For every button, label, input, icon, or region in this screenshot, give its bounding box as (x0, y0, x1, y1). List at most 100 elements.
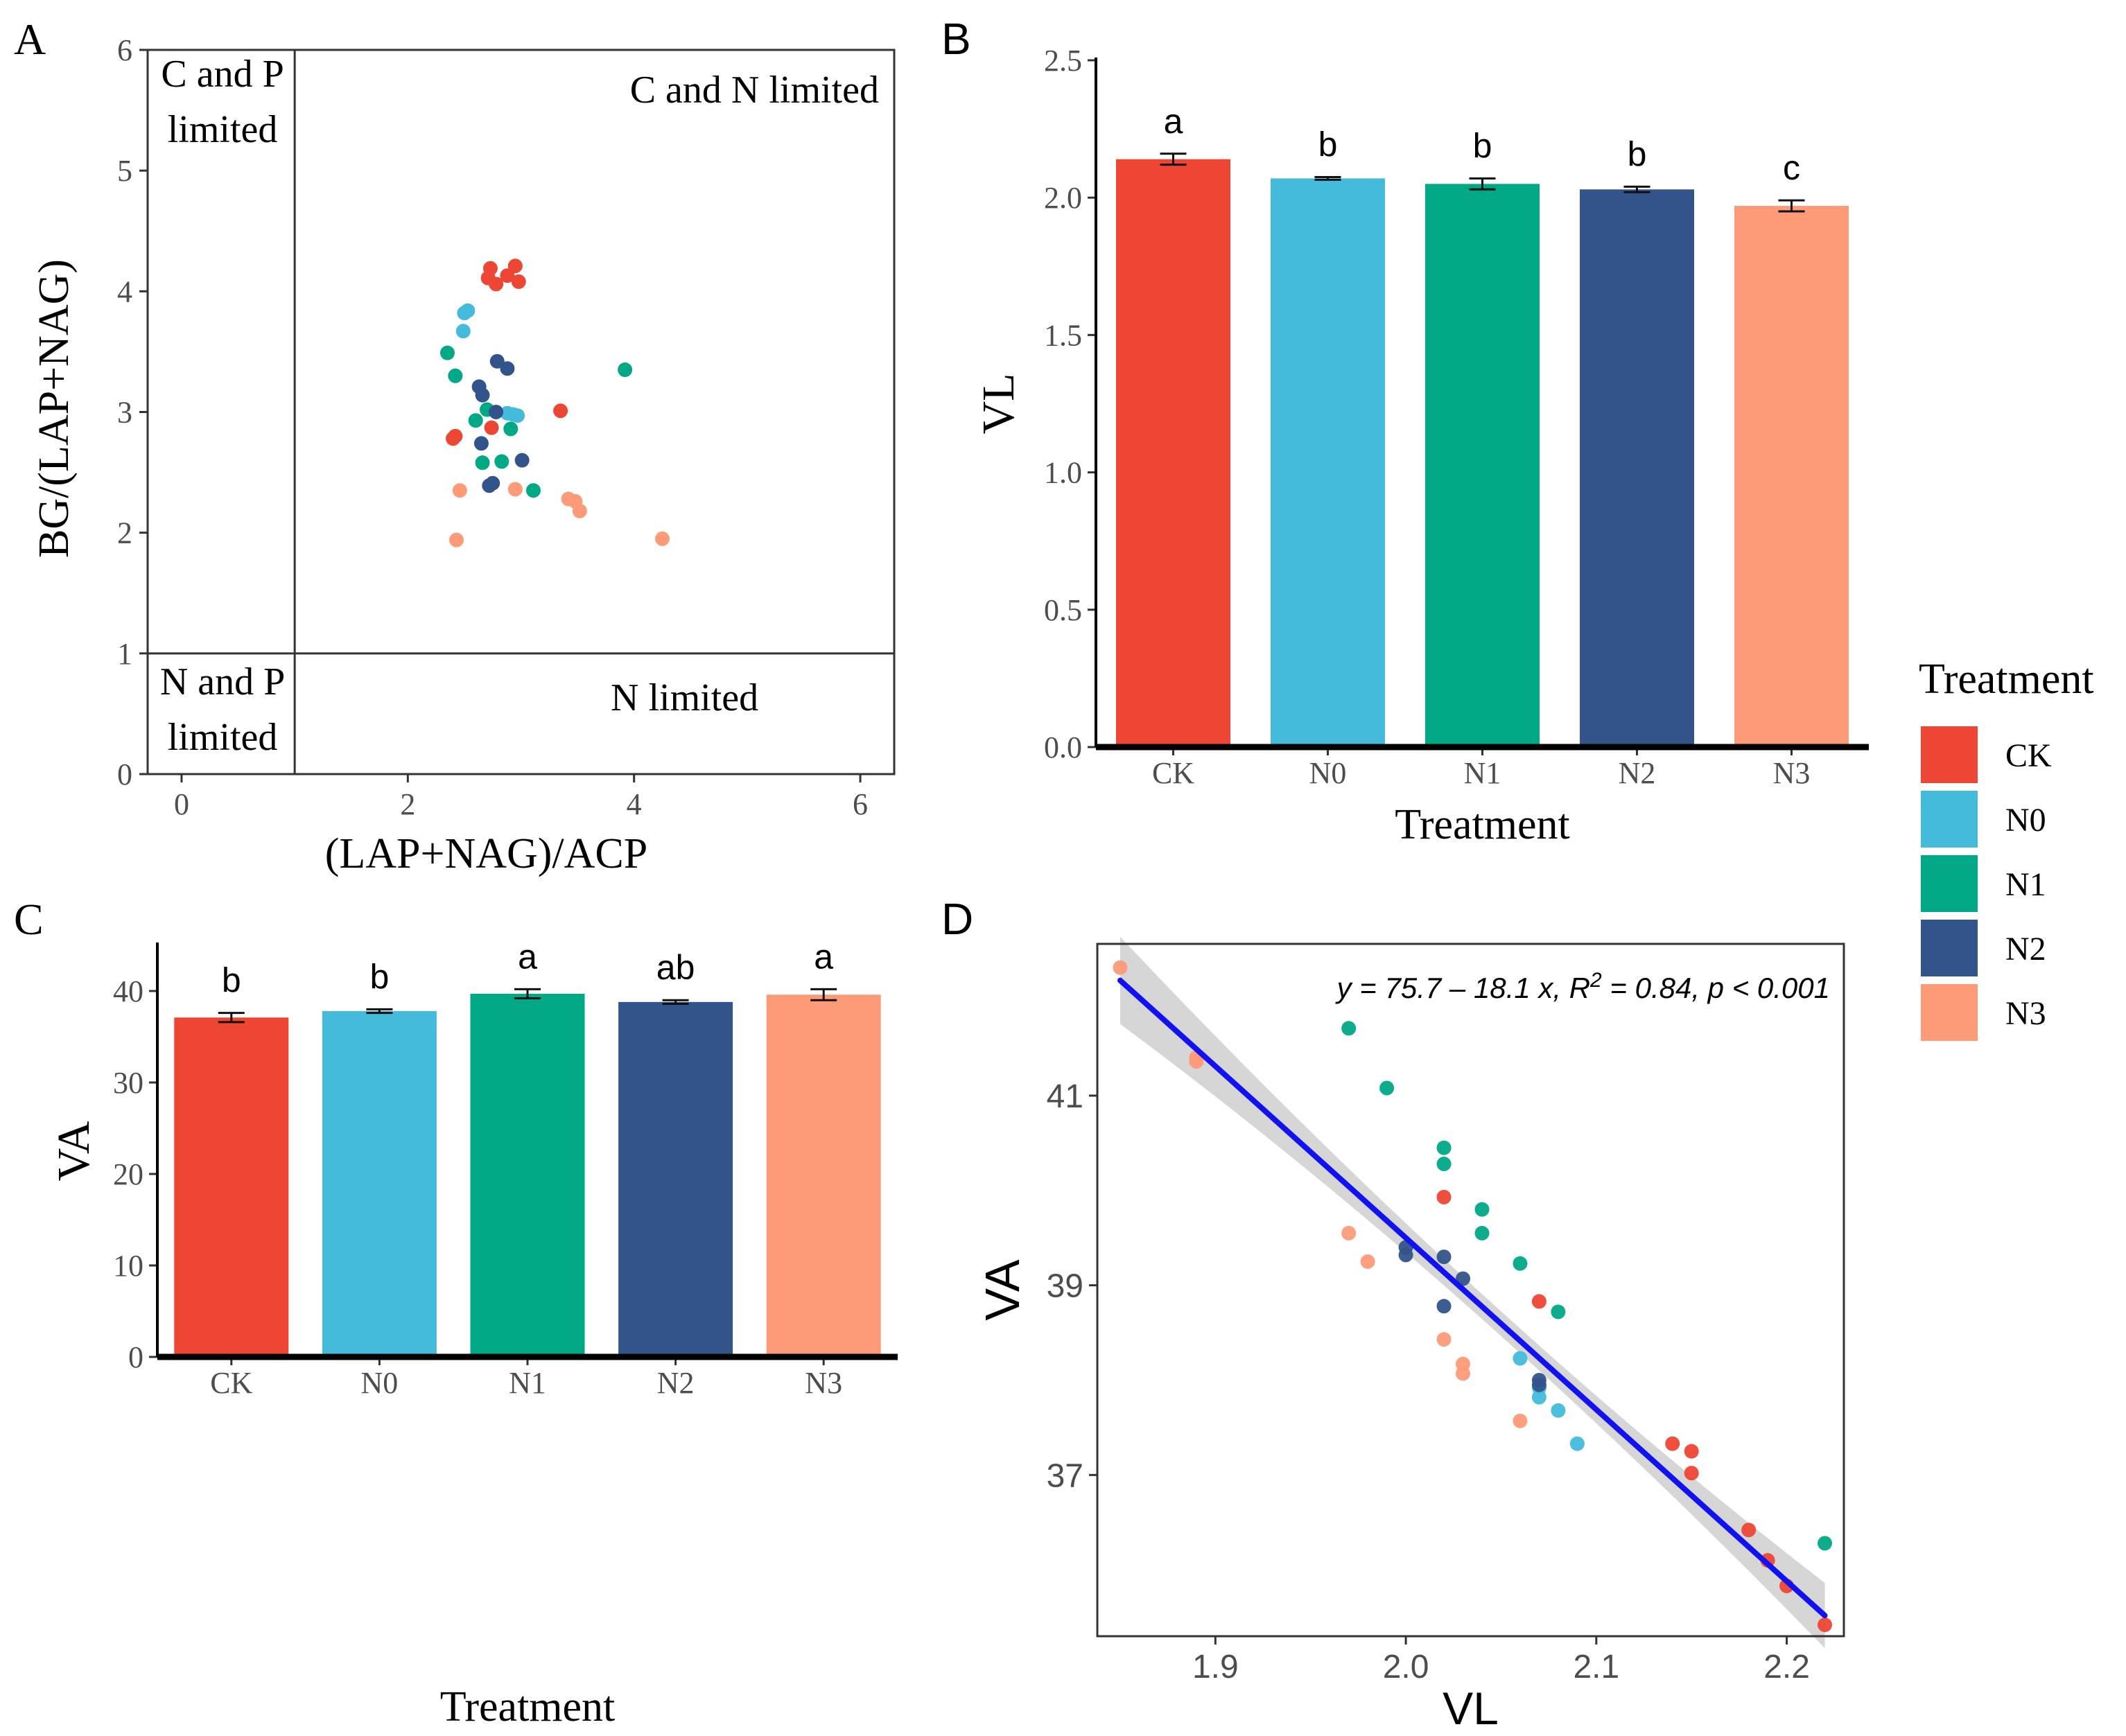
ytick-label: 2.5 (1044, 44, 1082, 78)
panel-a-point-ck (489, 277, 504, 292)
panel-a-region-label: C and N limited (630, 69, 879, 112)
ytick-label: 20 (113, 1157, 143, 1191)
panel-a-point-n1 (494, 454, 509, 469)
legend-swatch-n1 (1921, 855, 1978, 912)
panel-a-point-n2 (473, 436, 489, 451)
panel-d-point-ck (1684, 1466, 1699, 1481)
panel-d-point-n1 (1379, 1080, 1395, 1096)
xtick-label: N2 (657, 1366, 695, 1400)
panel-d-point-ck (1818, 1617, 1833, 1633)
panel-d-y-axis-label: VA (975, 1259, 1029, 1320)
panel-d-point-n3 (1360, 1254, 1375, 1269)
panel-d-x-axis-label: VL (1443, 1683, 1499, 1734)
ytick-label: 30 (113, 1066, 143, 1100)
panel-d-point-n3 (1456, 1366, 1471, 1381)
panel-a-x-axis-label: (LAP+NAG)/ACP (325, 830, 648, 877)
panel-a-point-n3 (654, 531, 670, 546)
panel-d-point-n1 (1436, 1140, 1452, 1155)
panel-a-point-ck (484, 420, 499, 435)
panel-letter-b: B (941, 14, 971, 64)
ytick-label: 0.0 (1044, 730, 1082, 764)
legend-label-n0: N0 (2005, 802, 2046, 839)
panel-a-xtick-label: 6 (853, 787, 868, 821)
panel-d-point-n2 (1436, 1299, 1452, 1314)
panel-b-vl-bar-chart: a CK b N0 b N1 b N2 c N3 0.0 0.5 1.0 1.5 2.0 2.5 Treatme… (973, 44, 1869, 848)
bar-ck (174, 1017, 289, 1357)
panel-d-point-n3 (1513, 1413, 1528, 1428)
xtick-label: N3 (805, 1366, 842, 1400)
panel-d-point-n3 (1189, 1054, 1204, 1069)
panel-d-ytick-label: 41 (1047, 1078, 1083, 1115)
panel-d-ytick-label: 37 (1047, 1457, 1083, 1494)
significance-letter: b (1318, 125, 1338, 164)
panel-d-xtick-label: 2.1 (1573, 1649, 1619, 1685)
panel-a-ytick-label: 3 (117, 396, 132, 430)
panel-d-point-n3 (1436, 1332, 1452, 1347)
panel-a-y-axis-label: BG/(LAP+NAG) (31, 259, 78, 558)
panel-d-xtick-label: 2.2 (1763, 1649, 1810, 1685)
panel-d-regression-equation: y = 75.7 – 18.1 x, R2 = 0.84, p < 0.001 (1335, 969, 1830, 1004)
xtick-label: N2 (1619, 756, 1656, 790)
panel-d-point-n3 (1341, 1225, 1357, 1240)
panel-letter-a: A (14, 15, 46, 64)
panel-a-region-label: C and P (161, 53, 284, 96)
bar-n2 (618, 1001, 733, 1357)
panel-d-regression-line (1117, 977, 1828, 1619)
bar-n1 (1425, 184, 1540, 747)
significance-letter: ab (656, 948, 695, 987)
panel-a-xtick-label: 2 (400, 787, 415, 821)
panel-a-ytick-label: 0 (117, 757, 132, 791)
panel-d-point-n1 (1474, 1225, 1490, 1240)
panel-d-point-n2 (1456, 1271, 1471, 1286)
bar-n3 (766, 994, 881, 1357)
panel-d-point-n0 (1531, 1389, 1546, 1405)
panel-a-ytick-label: 1 (117, 637, 132, 671)
panel-a-point-n1 (618, 362, 633, 378)
bar-n0 (1271, 178, 1385, 747)
panel-a-point-ck (448, 428, 463, 444)
panel-a-point-n2 (489, 405, 504, 419)
bar-n3 (1734, 206, 1849, 747)
panel-a-point-n3 (452, 483, 467, 498)
bar-n1 (470, 993, 585, 1357)
panel-d-point-ck (1665, 1436, 1680, 1451)
y-axis-label: VA (49, 1121, 99, 1181)
panel-d-point-n0 (1551, 1403, 1566, 1418)
panel-d-point-n0 (1569, 1436, 1585, 1451)
xtick-label: CK (210, 1366, 252, 1400)
legend-swatch-n2 (1921, 920, 1978, 976)
xtick-label: CK (1152, 756, 1194, 790)
panel-a-point-n1 (525, 483, 541, 498)
significance-letter: a (1164, 102, 1183, 141)
panel-d-point-n2 (1531, 1377, 1546, 1392)
panel-d-point-n0 (1513, 1351, 1528, 1366)
panel-a-point-n2 (475, 387, 490, 403)
significance-letter: b (369, 957, 389, 996)
panel-d-point-n1 (1818, 1536, 1833, 1551)
panel-a-point-n0 (510, 408, 525, 423)
significance-letter: b (222, 961, 241, 1000)
panel-d-point-ck (1531, 1294, 1546, 1309)
ytick-label: 40 (113, 974, 143, 1008)
panel-a-point-n0 (455, 324, 471, 339)
panel-d-confidence-band (1119, 936, 1825, 1649)
panel-a-point-n2 (500, 361, 515, 376)
panel-d-point-n1 (1474, 1202, 1490, 1217)
panel-d-point-n1 (1513, 1256, 1528, 1271)
panel-d-point-n2 (1398, 1247, 1413, 1263)
panel-a-point-n2 (514, 453, 530, 468)
panel-a-point-ck (553, 403, 568, 419)
xtick-label: N1 (1464, 756, 1501, 790)
panel-a-point-ck (507, 258, 523, 274)
xtick-label: N0 (361, 1366, 399, 1400)
significance-letter: b (1628, 134, 1647, 173)
xtick-label: N0 (1309, 756, 1347, 790)
panel-d-vl-va-regression: 37 39 41 1.9 2.0 2.1 2.2 VL VA y = 75.7 – 18.1 x,… (975, 936, 1845, 1734)
ytick-label: 0.5 (1044, 593, 1082, 627)
significance-letter: a (518, 937, 537, 976)
panel-a-region-label: limited (168, 716, 278, 759)
ytick-label: 2.0 (1044, 181, 1082, 215)
ytick-label: 10 (113, 1249, 143, 1283)
bar-n0 (322, 1011, 437, 1357)
